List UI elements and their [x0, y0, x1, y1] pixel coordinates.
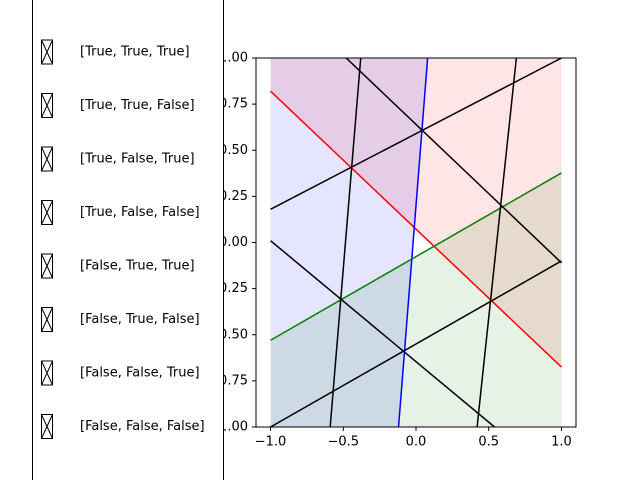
- check-panel: [32, 0, 224, 480]
- x-tick-label: −0.5: [327, 435, 359, 450]
- check-label: [True, False, True]: [80, 152, 195, 167]
- x-tick-label: 0.5: [478, 435, 499, 450]
- check-label: [False, True, True]: [80, 259, 195, 274]
- line: [476, 58, 518, 427]
- check-mark: [41, 39, 53, 65]
- y-tick-label: 0.25: [219, 189, 248, 204]
- y-tick-label: 1.00: [219, 51, 248, 66]
- check-button[interactable]: [False, True, True]: [41, 253, 195, 279]
- check-label: [True, True, False]: [80, 98, 195, 113]
- x-tick-label: 0.0: [406, 435, 427, 450]
- check-mark: [41, 307, 53, 332]
- check-button[interactable]: [True, True, False]: [41, 93, 195, 118]
- region-fill: [270, 58, 428, 427]
- check-mark: [41, 253, 53, 279]
- check-buttons[interactable]: [True, True, True] [True, True, False] [Tr…: [41, 39, 205, 439]
- check-label: [False, True, False]: [80, 312, 200, 327]
- y-tick-label: 0.50: [219, 143, 248, 158]
- line: [270, 240, 496, 427]
- y-tick-label: 0.75: [219, 97, 248, 112]
- region-fill: [270, 172, 562, 427]
- line: [397, 58, 429, 427]
- check-button[interactable]: [False, False, True]: [41, 360, 200, 386]
- check-button[interactable]: [True, False, False]: [41, 200, 200, 225]
- line: [270, 90, 562, 368]
- check-mark: [41, 146, 53, 172]
- line: [345, 58, 562, 264]
- lines: [270, 58, 562, 427]
- check-mark: [41, 200, 53, 225]
- line: [270, 260, 562, 427]
- line: [270, 172, 562, 341]
- check-button[interactable]: [False, True, False]: [41, 307, 200, 332]
- check-label: [False, False, True]: [80, 366, 200, 381]
- check-button[interactable]: [False, False, False]: [41, 414, 205, 439]
- check-button[interactable]: [True, True, True]: [41, 39, 190, 65]
- check-label: [False, False, False]: [80, 419, 205, 434]
- line: [329, 58, 362, 427]
- check-mark: [41, 93, 53, 118]
- check-mark: [41, 360, 53, 386]
- y-tick-label: 0.00: [219, 235, 248, 250]
- check-mark: [41, 414, 53, 439]
- x-tick-label: 1.0: [551, 435, 572, 450]
- fills: [270, 58, 562, 427]
- check-label: [True, True, True]: [80, 45, 190, 60]
- check-button[interactable]: [True, False, True]: [41, 146, 195, 172]
- check-label: [True, False, False]: [80, 205, 200, 220]
- x-tick-label: −1.0: [255, 435, 287, 450]
